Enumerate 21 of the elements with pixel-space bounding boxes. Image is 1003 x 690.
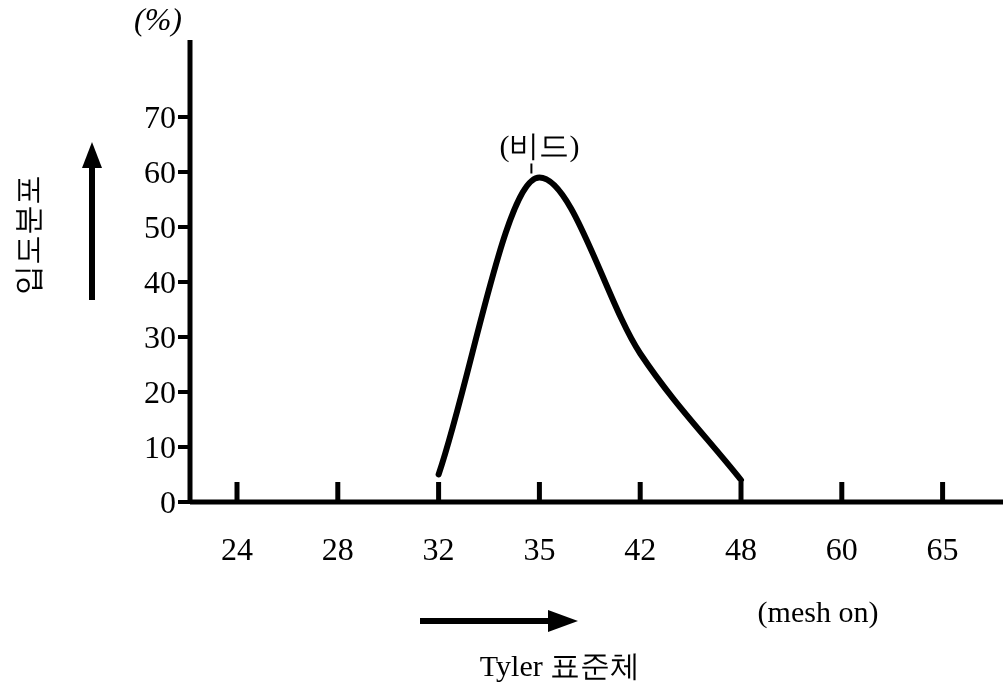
annotation: (비드) [499, 128, 580, 163]
x-tick-label: 42 [624, 531, 657, 567]
y-tick-label: 70 [144, 99, 176, 135]
x-tick-label: 24 [221, 531, 253, 567]
y-tick-label: 60 [144, 154, 176, 190]
text: (%) [134, 1, 182, 37]
y-axis-title: 입도분포 [11, 175, 44, 295]
y-tick-label: 20 [144, 374, 176, 410]
y-tick-label: 40 [144, 264, 176, 300]
x-tick-label: 65 [926, 531, 959, 567]
text: (mesh on) [757, 595, 879, 629]
x-tick-label: 28 [321, 531, 354, 567]
y-tick-label: 10 [144, 429, 176, 465]
y-tick-label: 0 [160, 484, 176, 520]
x-tick-label: 60 [825, 531, 858, 567]
y-tick-label: 50 [144, 209, 176, 245]
x-tick-label: 32 [422, 531, 455, 567]
y-tick-label: 30 [144, 319, 176, 355]
x-tick-label: 35 [523, 531, 556, 567]
x-axis-title: Tyler 표준체 [479, 649, 641, 682]
x-tick-label: 48 [725, 531, 757, 567]
